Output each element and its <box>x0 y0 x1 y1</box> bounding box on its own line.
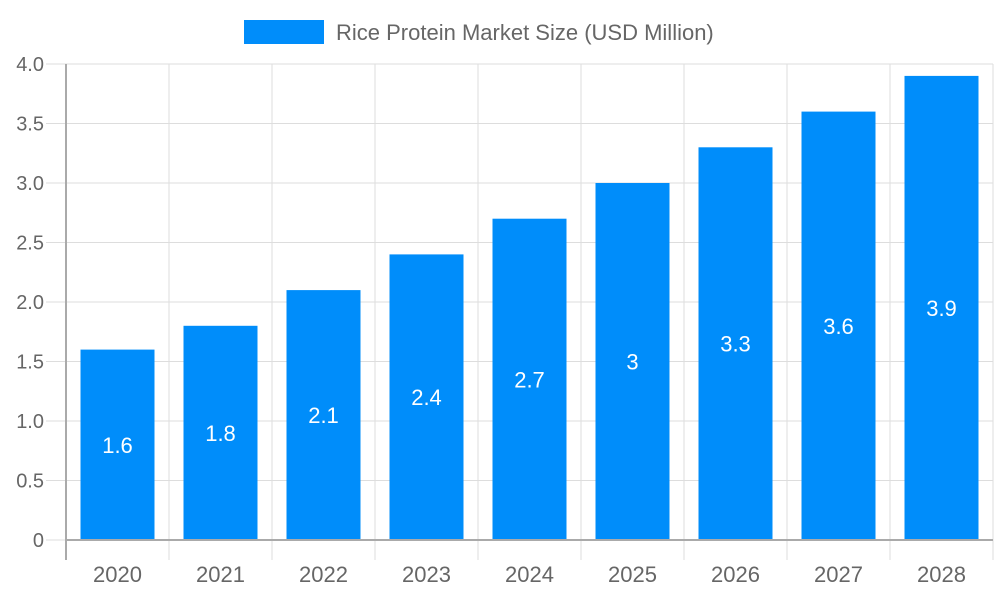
x-tick-label: 2028 <box>917 562 966 587</box>
bar-2023 <box>389 254 464 540</box>
data-label: 3 <box>626 350 638 375</box>
y-tick-label: 3.0 <box>16 173 44 195</box>
y-tick-label: 2.0 <box>16 292 44 314</box>
bar-2020 <box>80 349 155 540</box>
y-tick-label: 1.0 <box>16 411 44 433</box>
y-tick-label: 2.5 <box>16 233 44 255</box>
bar-2028 <box>904 75 979 541</box>
x-tick-label: 2020 <box>93 562 142 587</box>
legend-label: Rice Protein Market Size (USD Million) <box>336 20 714 45</box>
y-tick-label: 1.5 <box>16 352 44 374</box>
data-label: 2.1 <box>308 403 339 428</box>
data-label: 2.4 <box>411 385 442 410</box>
x-tick-label: 2022 <box>299 562 348 587</box>
x-tick-label: 2021 <box>196 562 245 587</box>
x-tick-label: 2026 <box>711 562 760 587</box>
legend-swatch <box>244 20 324 44</box>
data-label: 1.8 <box>205 421 236 446</box>
bar-2027 <box>801 111 876 540</box>
x-tick-label: 2027 <box>814 562 863 587</box>
x-tick-label: 2024 <box>505 562 554 587</box>
data-label: 2.7 <box>514 367 545 392</box>
data-label: 3.9 <box>926 296 957 321</box>
y-tick-label: 0.5 <box>16 471 44 493</box>
bar-2026 <box>698 147 773 541</box>
bars: 1.6 1.8 2.1 2.4 2.7 3 3.3 3.6 3.9 <box>80 75 979 541</box>
y-tick-label: 0 <box>33 530 44 552</box>
data-label: 3.3 <box>720 332 751 357</box>
x-tick-label: 2025 <box>608 562 657 587</box>
bar-2021 <box>183 325 258 540</box>
bar-2025 <box>595 183 670 540</box>
bar-2024 <box>492 218 567 540</box>
y-tick-label: 3.5 <box>16 114 44 136</box>
legend: Rice Protein Market Size (USD Million) <box>244 20 714 45</box>
data-label: 1.6 <box>102 433 133 458</box>
bar-2022 <box>286 290 361 540</box>
data-label: 3.6 <box>823 314 854 339</box>
axes: 0 0.5 1.0 1.5 2.0 2.5 3.0 3.5 4.0 2020 2021 2022 202… <box>16 54 993 587</box>
y-tick-label: 4.0 <box>16 54 44 76</box>
x-tick-label: 2023 <box>402 562 451 587</box>
